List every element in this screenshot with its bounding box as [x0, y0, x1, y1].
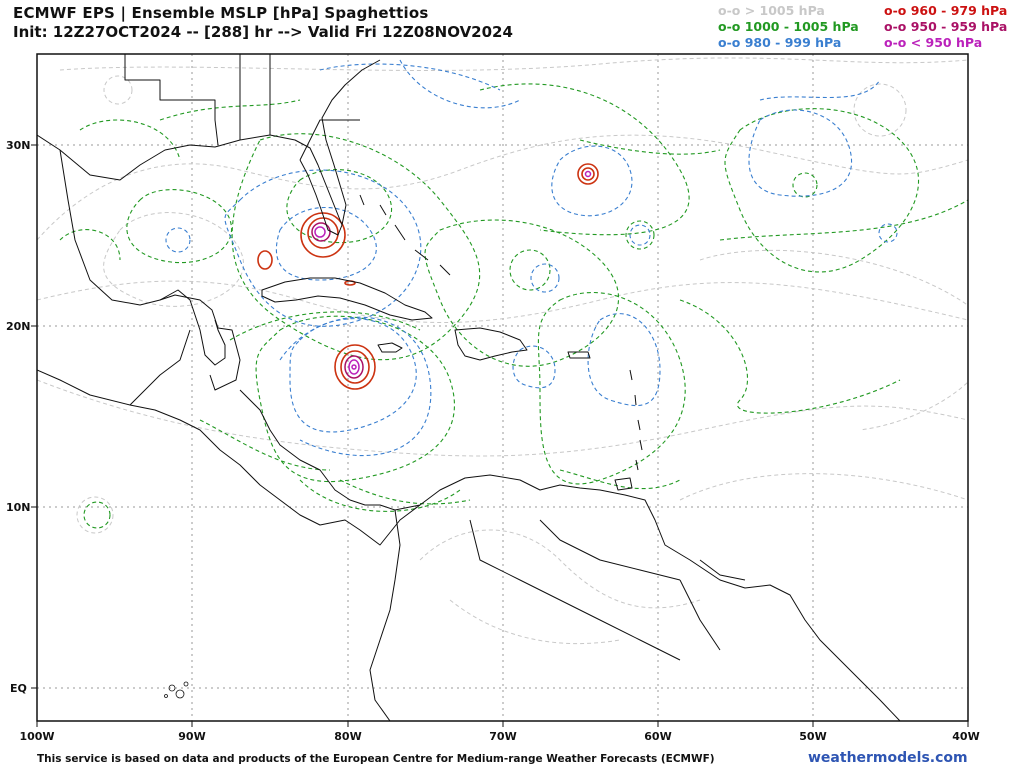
lon-label-80w: 80W: [334, 730, 361, 743]
contours-1000-1005: [59, 83, 968, 529]
contours-960-979: [257, 163, 599, 390]
contours-lt950: [314, 170, 592, 375]
coastlines: [37, 54, 901, 721]
ecmwf-attribution: This service is based on data and produc…: [37, 753, 715, 765]
contours-950-959: [311, 222, 364, 379]
lat-label-eq: EQ: [10, 682, 27, 695]
lon-label-100w: 100W: [19, 730, 54, 743]
gridlines: [37, 54, 968, 721]
lon-label-50w: 50W: [799, 730, 826, 743]
lon-label-70w: 70W: [489, 730, 516, 743]
lon-label-90w: 90W: [178, 730, 205, 743]
contours-980-999: [165, 59, 898, 457]
legend-item-gt1005: o-o > 1005 hPa: [718, 3, 825, 18]
galapagos-islands: [164, 681, 189, 699]
legend-item-1000-1005: o-o 1000 - 1005 hPa: [718, 19, 859, 34]
legend-column-1: o-o > 1005 hPa o-o 1000 - 1005 hPa o-o 9…: [718, 3, 859, 51]
map-subtitle: Init: 12Z27OCT2024 -- [288] hr --> Valid…: [13, 23, 513, 41]
tick-marks: [31, 144, 969, 727]
lat-label-20n: 20N: [6, 320, 31, 333]
legend-column-2: o-o 960 - 979 hPa o-o 950 - 959 hPa o-o …: [884, 3, 1007, 51]
legend-item-950-959: o-o 950 - 959 hPa: [884, 19, 1008, 34]
legend-item-lt950: o-o < 950 hPa: [884, 35, 983, 50]
contours-gt1005: [37, 57, 968, 645]
lat-label-30n: 30N: [6, 139, 31, 152]
lat-label-10n: 10N: [6, 501, 31, 514]
brand-link[interactable]: weathermodels.com: [808, 750, 968, 766]
lon-label-40w: 40W: [952, 730, 979, 743]
header: ECMWF EPS | Ensemble MSLP [hPa] Spaghett…: [13, 4, 513, 42]
map-title: ECMWF EPS | Ensemble MSLP [hPa] Spaghett…: [13, 4, 429, 22]
legend-item-960-979: o-o 960 - 979 hPa: [884, 3, 1008, 18]
lon-label-60w: 60W: [644, 730, 671, 743]
legend-item-980-999: o-o 980 - 999 hPa: [718, 35, 842, 50]
map-background: [37, 54, 968, 721]
